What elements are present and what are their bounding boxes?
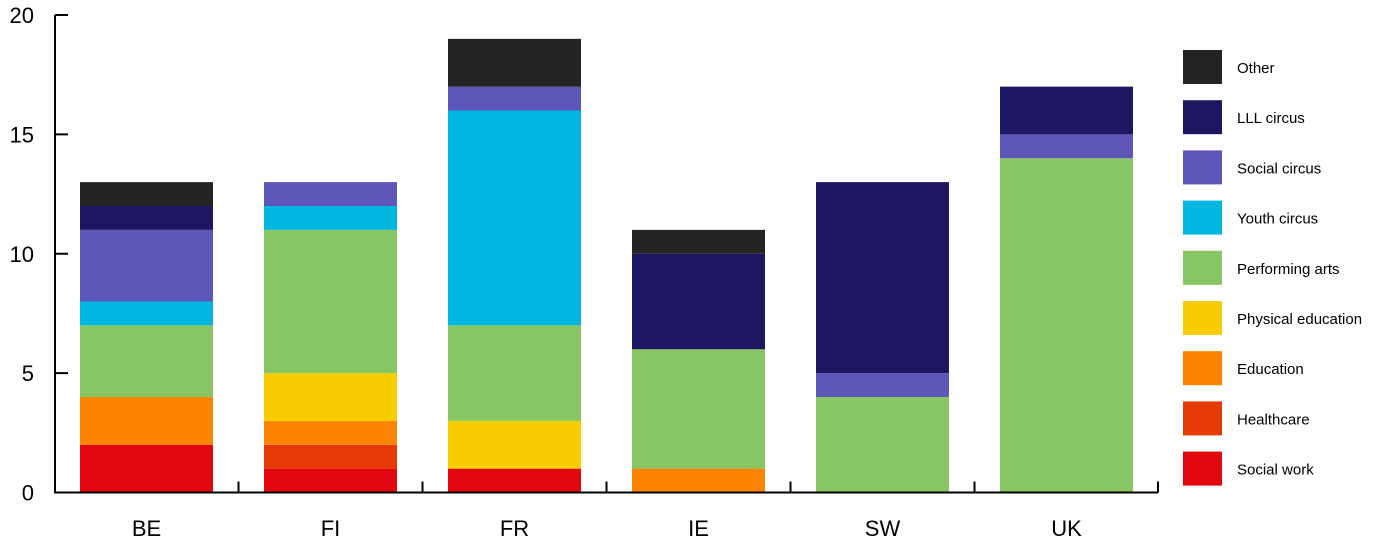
bar-segment (448, 468, 581, 493)
y-tick-label: 20 (10, 3, 34, 28)
bar-segment (264, 182, 397, 206)
bar-segment (816, 397, 949, 493)
x-tick-label: FI (321, 516, 341, 539)
bar-segment (264, 468, 397, 493)
bar-segment (264, 229, 397, 374)
bar-segment (632, 229, 765, 254)
legend-label: Social work (1237, 462, 1314, 479)
x-tick-label: SW (865, 516, 901, 539)
legend-swatch (1183, 301, 1222, 335)
y-tick-label: 0 (22, 481, 34, 506)
bar-segment (448, 110, 581, 326)
y-tick-label: 10 (10, 242, 34, 267)
legend-swatch (1183, 250, 1222, 285)
x-tick-label: FR (500, 516, 529, 539)
bar-segment (80, 325, 213, 397)
bar-segment (264, 206, 397, 230)
bar-segment (1000, 158, 1133, 493)
bar-segment (1000, 134, 1133, 159)
legend-label: Other (1237, 60, 1275, 77)
bar-segment (80, 182, 213, 206)
legend-label: Healthcare (1237, 411, 1310, 428)
legend-swatch (1183, 150, 1222, 185)
bar-segment (816, 182, 949, 374)
bar-segment (80, 301, 213, 326)
legend-swatch (1183, 100, 1222, 135)
x-tick-label: IE (688, 516, 709, 539)
bar-segment (632, 349, 765, 469)
y-tick-label: 5 (22, 361, 34, 386)
bar-segment (1000, 86, 1133, 135)
axes (54, 15, 1158, 494)
bar-segment (816, 373, 949, 397)
legend-swatch (1183, 401, 1222, 436)
legend-label: Performing arts (1237, 261, 1340, 278)
x-axis-ticks: BE FI FR IE SW UK (132, 481, 1159, 539)
bar-segment (448, 420, 581, 469)
legend-swatch (1183, 50, 1222, 84)
bar-segment (80, 206, 213, 230)
bar-segment (448, 86, 581, 111)
bar-segment (264, 373, 397, 421)
bar-segment (632, 253, 765, 350)
y-tick-label: 15 (10, 122, 34, 147)
x-tick-label: BE (132, 516, 161, 539)
legend: Other LLL circus Social circus Youth circus… (1183, 50, 1362, 486)
legend-label: Education (1237, 361, 1304, 378)
legend-swatch (1183, 200, 1222, 235)
bar-segment (632, 468, 765, 493)
legend-label: LLL circus (1237, 110, 1305, 127)
legend-swatch (1183, 351, 1222, 386)
y-axis-ticks: 0 5 10 15 20 (10, 3, 68, 506)
bar-segment (80, 444, 213, 493)
bar-segment (448, 325, 581, 421)
legend-swatch (1183, 451, 1222, 486)
bar-segment (448, 38, 581, 87)
bar-segment (80, 397, 213, 445)
legend-label: Physical education (1237, 311, 1362, 328)
bars (80, 38, 1133, 493)
x-tick-label: UK (1051, 516, 1082, 539)
bar-segment (264, 420, 397, 445)
legend-label: Social circus (1237, 160, 1321, 177)
legend-label: Youth circus (1237, 211, 1318, 228)
bar-segment (264, 444, 397, 469)
bar-segment (80, 229, 213, 302)
